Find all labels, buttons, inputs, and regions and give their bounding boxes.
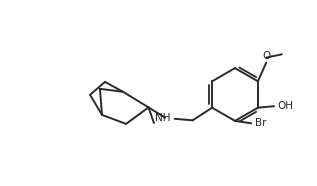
Text: OH: OH xyxy=(278,101,294,111)
Text: O: O xyxy=(262,51,271,61)
Text: Br: Br xyxy=(255,118,266,128)
Text: NH: NH xyxy=(155,113,171,123)
